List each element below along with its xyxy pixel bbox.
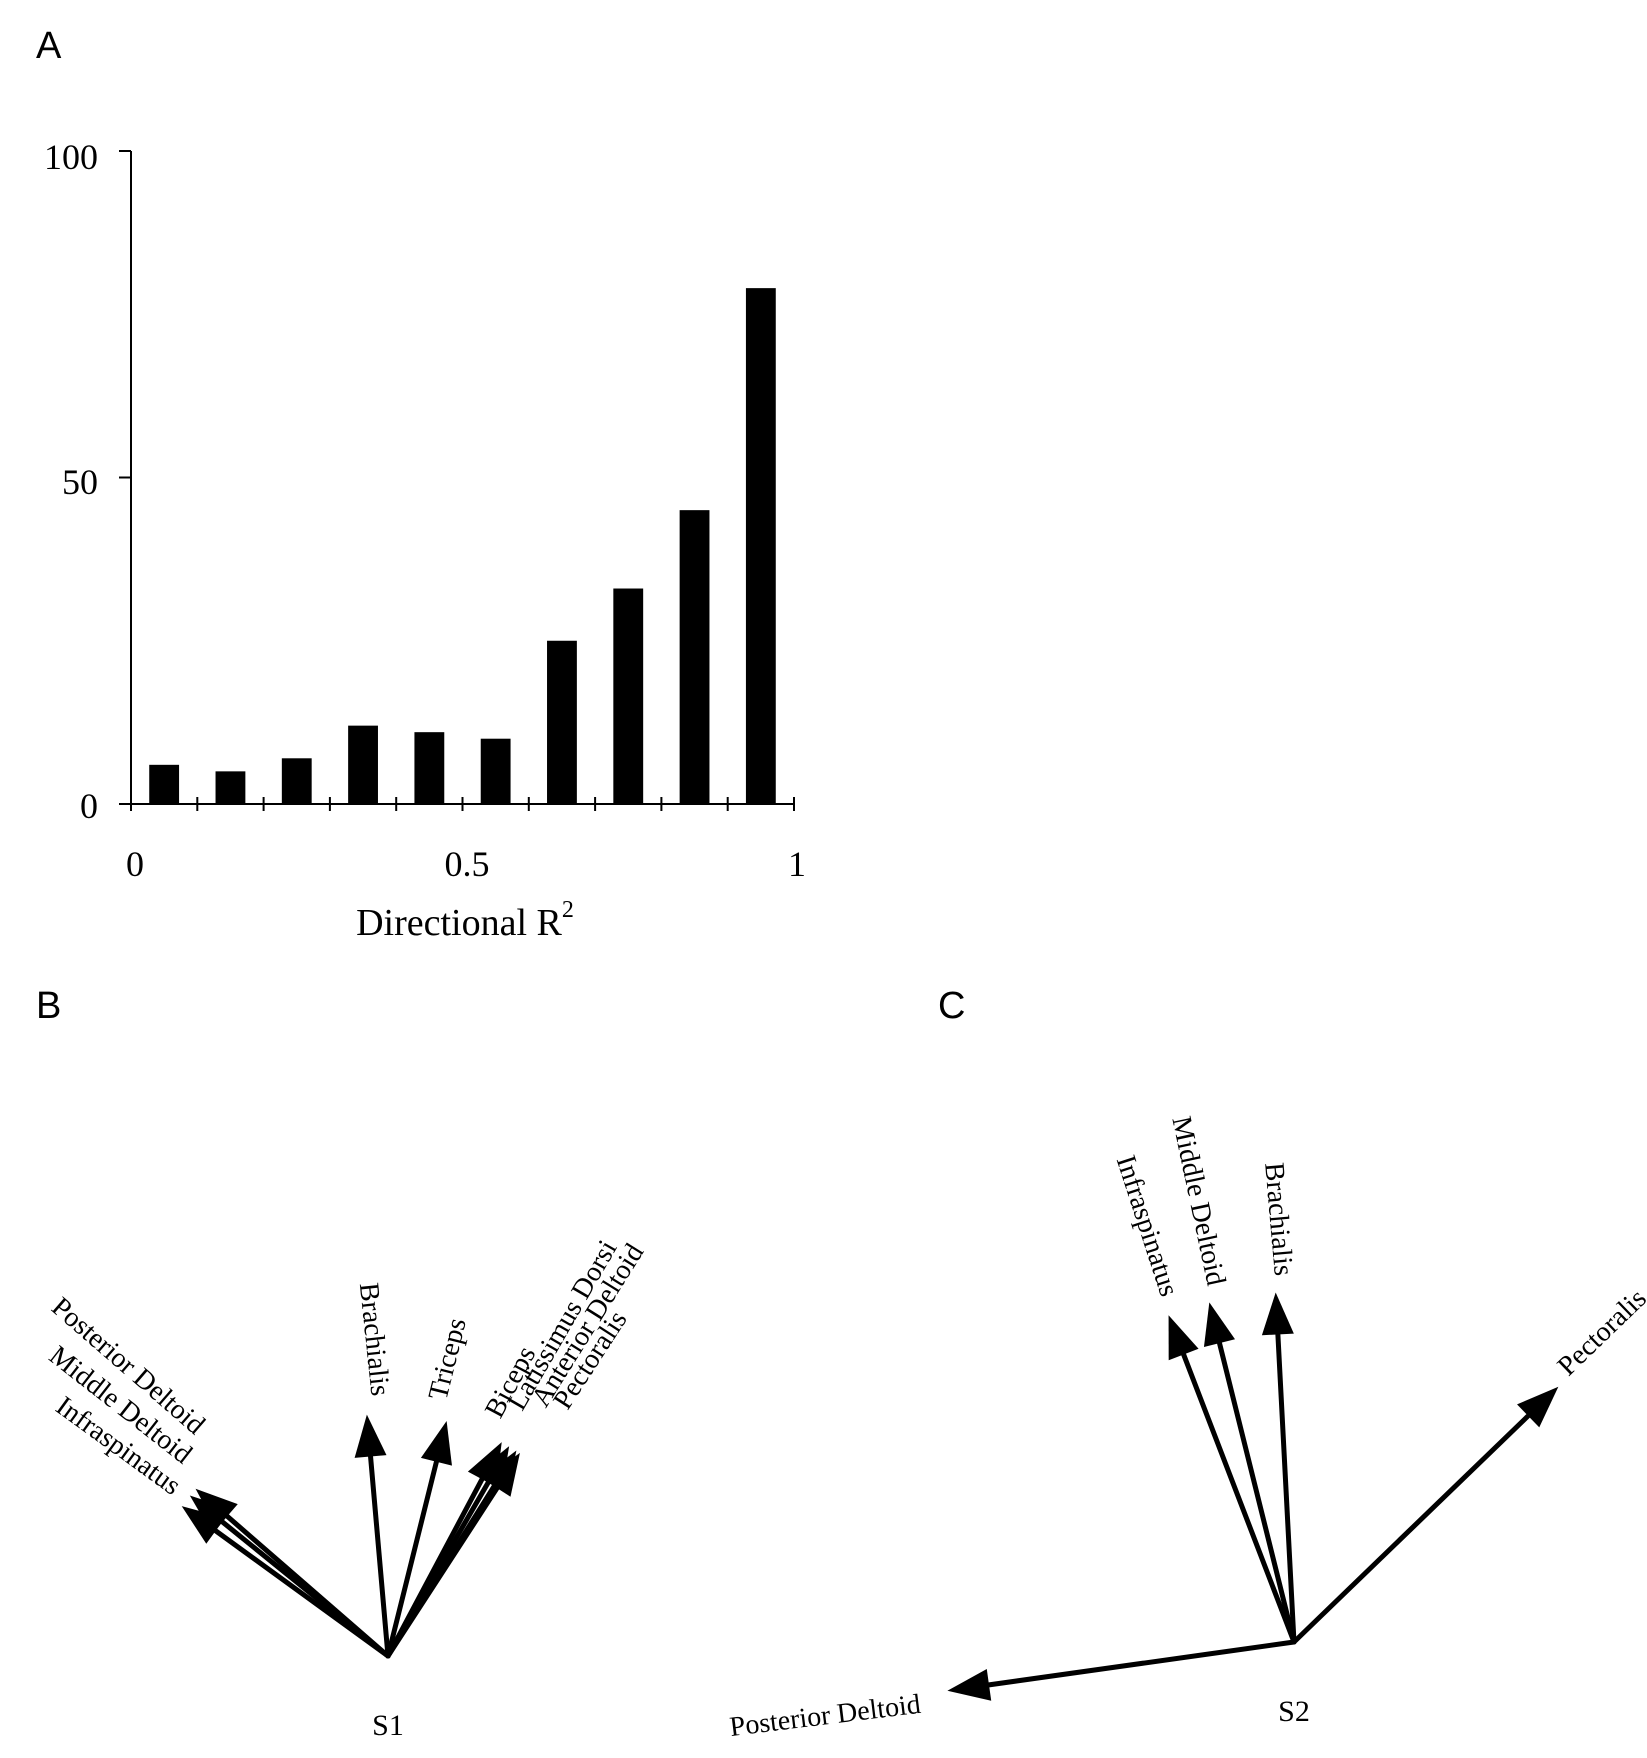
x-tick-label-0: 0 (126, 844, 144, 884)
vector-arrowhead (947, 1669, 992, 1701)
bar (215, 771, 246, 804)
y-ticks (119, 150, 131, 805)
vector-shaft (986, 1639, 1297, 1688)
y-tick-label-0: 0 (80, 786, 98, 826)
origin-label-s1: S1 (372, 1709, 404, 1742)
vector-shaft (1181, 1351, 1297, 1645)
vector-shaft (385, 1459, 439, 1659)
vector-label: Triceps (423, 1315, 473, 1403)
bar (745, 288, 776, 804)
x-tick-label-1: 1 (788, 844, 806, 884)
y-tick-label-50: 50 (62, 462, 98, 502)
vector-shaft (1291, 1413, 1531, 1645)
bar (613, 588, 644, 804)
panel-label-c: C (938, 985, 965, 1027)
panel-a-bar-chart: 100 50 0 0 0.5 1 Directional R2 (44, 137, 806, 944)
panel-label-b: B (36, 985, 61, 1027)
vector-arrowhead (354, 1414, 387, 1458)
vector-label: Brachialis (1258, 1161, 1299, 1277)
bar (348, 725, 378, 804)
x-axis-title-superscript: 2 (562, 897, 574, 923)
x-axis-title-text: Directional R (356, 902, 562, 944)
panel-label-a: A (36, 25, 62, 67)
vector-arrowhead (195, 1488, 238, 1529)
vector-arrowhead (1168, 1315, 1199, 1361)
vector-shaft (385, 1485, 500, 1659)
vector-shaft (368, 1454, 391, 1659)
vector-shaft (1216, 1340, 1297, 1645)
vector-label: Pectoralis (1552, 1283, 1647, 1382)
vector-label: Brachialis (353, 1281, 396, 1397)
bar (547, 640, 577, 804)
vector-label: Infraspinatus (1110, 1152, 1185, 1301)
vector-arrowhead (1517, 1386, 1559, 1428)
x-tick-label-0-5: 0.5 (445, 844, 490, 884)
bar (281, 758, 312, 804)
vector-arrowhead (483, 1452, 520, 1497)
x-axis-title: Directional R2 (356, 897, 574, 944)
x-ticks (130, 797, 795, 811)
vector-shaft (224, 1513, 391, 1659)
bar-group (149, 288, 776, 804)
vector-shaft (1275, 1331, 1297, 1645)
origin-label-s2: S2 (1278, 1695, 1310, 1728)
y-tick-label-100: 100 (44, 137, 98, 177)
vector-arrowhead (1261, 1292, 1294, 1336)
bar (414, 732, 445, 804)
bar (480, 738, 511, 804)
bar (679, 510, 710, 804)
bar (149, 764, 180, 804)
vector-arrowhead (420, 1420, 452, 1466)
vector-arrowhead (1203, 1302, 1236, 1348)
vector-label: Posterior Deltoid (728, 1689, 922, 1743)
